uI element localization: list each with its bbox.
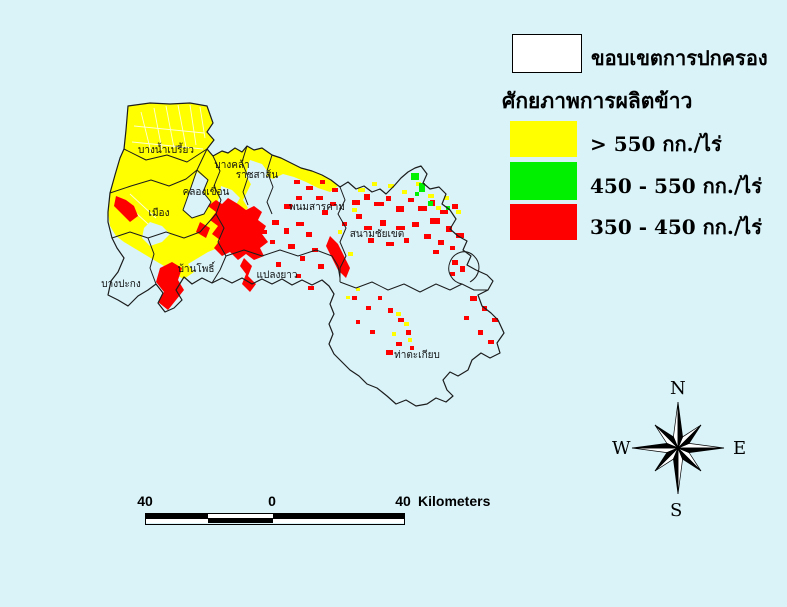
scalebar-segment bbox=[208, 514, 273, 518]
compass-south-label: S bbox=[670, 500, 683, 521]
legend-label-low-yield: 350 - 450 กก./ไร่ bbox=[590, 215, 762, 239]
district-label: เมือง bbox=[149, 207, 170, 219]
district-boundaries bbox=[109, 145, 488, 293]
compass-east-label: E bbox=[733, 438, 747, 459]
district-label: บางน้ำเปรี้ยว bbox=[138, 142, 194, 156]
rice-red-patches bbox=[114, 180, 498, 355]
scalebar-segment bbox=[208, 519, 273, 523]
legend-admin-boundary-swatch bbox=[512, 34, 582, 73]
scalebar-segment bbox=[146, 519, 208, 523]
district-label: บางคล้า bbox=[214, 159, 249, 171]
district-label: สนามชัยเขต bbox=[350, 229, 405, 240]
district-label: แปลงยาว bbox=[257, 270, 298, 281]
legend-swatch-high-yield bbox=[510, 121, 577, 157]
scalebar-segment bbox=[146, 514, 208, 518]
scalebar-unit-label: Kilometers bbox=[418, 493, 491, 509]
compass-north-label: N bbox=[670, 378, 686, 399]
province-outline bbox=[107, 102, 505, 407]
legend-swatch-mid-yield bbox=[510, 162, 577, 200]
district-label: บ้านโพธิ์ bbox=[178, 261, 216, 275]
compass-west-label: W bbox=[612, 438, 631, 459]
district-label: ราชสาส์น bbox=[236, 169, 279, 181]
legend-label-high-yield: > 550 กก./ไร่ bbox=[590, 132, 722, 156]
compass-rose-icon bbox=[631, 401, 725, 495]
scalebar bbox=[145, 513, 405, 525]
legend-swatch-low-yield bbox=[510, 204, 577, 240]
district-label: ท่าตะเกียบ bbox=[394, 349, 440, 361]
legend-admin-boundary-label: ขอบเขตการปกครอง bbox=[591, 46, 768, 70]
scalebar-segment bbox=[273, 514, 404, 518]
scalebar-segment bbox=[273, 519, 404, 523]
district-labels: บางน้ำเปรี้ยว บางคล้า ราชสาส์น คลองเขื่อ… bbox=[101, 142, 440, 361]
district-label: คลองเขื่อน bbox=[183, 184, 230, 198]
district-label: พนมสารคาม bbox=[289, 202, 345, 213]
scalebar-left-value: 40 bbox=[137, 493, 153, 509]
legend-title: ศักยภาพการผลิตข้าว bbox=[502, 88, 693, 113]
district-label: บางปะกง bbox=[101, 279, 141, 290]
legend-label-mid-yield: 450 - 550 กก./ไร่ bbox=[590, 174, 762, 198]
scalebar-right-value: 40 bbox=[395, 493, 411, 509]
scalebar-zero-value: 0 bbox=[268, 493, 276, 509]
